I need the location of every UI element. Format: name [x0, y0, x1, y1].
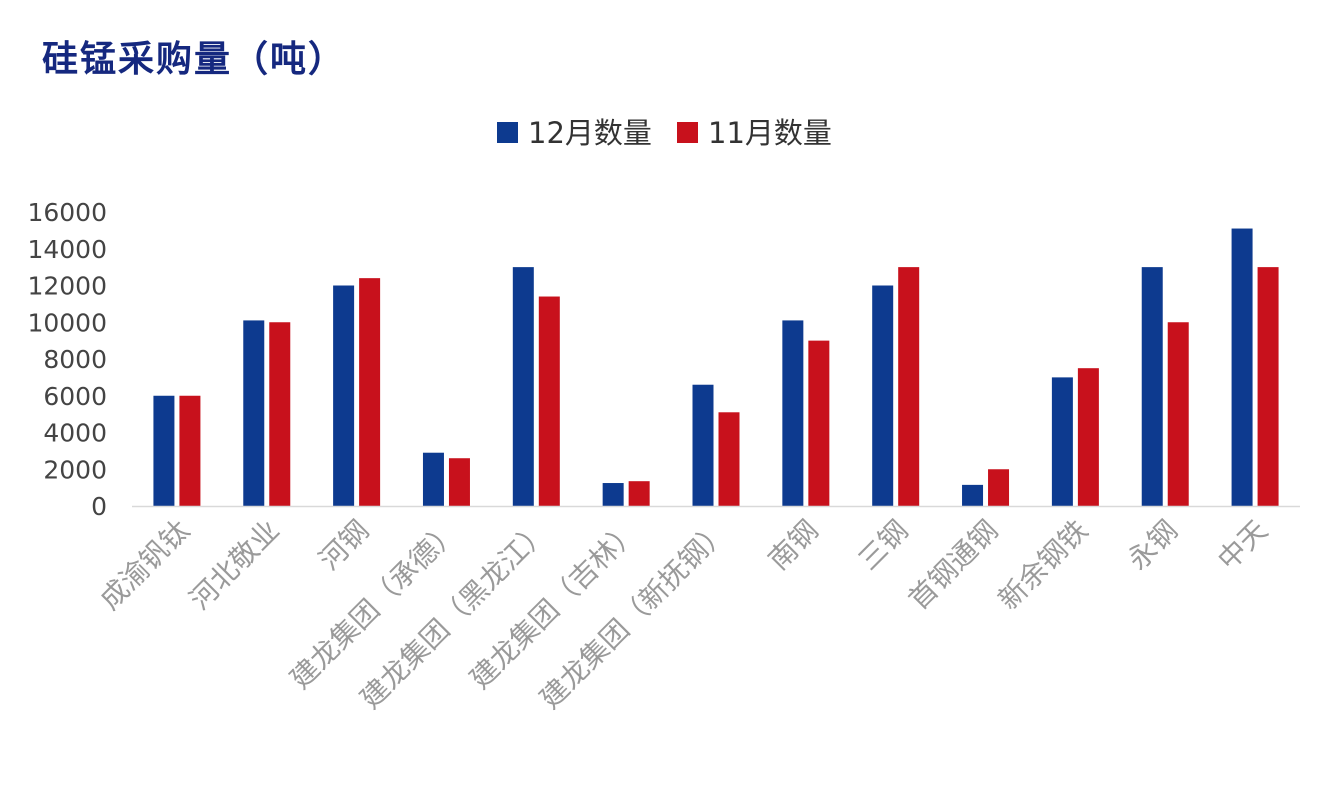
y-tick-label: 0 — [91, 492, 107, 521]
y-tick-label: 10000 — [27, 308, 107, 337]
page-title: 硅锰采购量（吨） — [42, 38, 347, 80]
x-category-label: 建龙集团（承德） — [284, 514, 466, 696]
x-category-label: 河北敬业 — [183, 514, 286, 617]
bar-dec — [153, 395, 175, 506]
bar-dec — [1051, 377, 1073, 506]
bar-dec — [782, 320, 804, 506]
y-axis: 0 2000 4000 6000 8000 10000 12000 14000 16000 — [27, 198, 107, 521]
bar-nov — [718, 412, 740, 506]
chart-legend: 12月数量 11月数量 — [497, 116, 832, 150]
y-tick-label: 12000 — [27, 272, 107, 301]
bar-nov — [269, 322, 291, 506]
legend-label-dec: 12月数量 — [528, 116, 652, 150]
bar-nov — [538, 296, 560, 506]
bar-dec — [1141, 267, 1163, 506]
y-tick-label: 8000 — [43, 345, 107, 374]
bar-nov — [359, 278, 381, 506]
x-category-label: 三钢 — [852, 514, 915, 577]
bar-nov — [1167, 322, 1189, 506]
bar-nov — [898, 267, 920, 506]
bar-dec — [243, 320, 265, 506]
bar-nov — [628, 481, 650, 506]
bar-dec — [333, 285, 355, 506]
bar-nov — [1257, 267, 1279, 506]
bar-dec — [962, 484, 984, 506]
bar-dec — [1231, 228, 1253, 506]
x-category-label: 河钢 — [313, 514, 376, 577]
legend-swatch-nov — [677, 122, 698, 143]
bar-nov — [179, 395, 201, 506]
bar-nov — [1077, 368, 1099, 506]
bar-dec — [872, 285, 894, 506]
bar-dec — [422, 452, 444, 506]
y-tick-label: 6000 — [43, 382, 107, 411]
bar-dec — [602, 483, 624, 506]
y-tick-label: 14000 — [27, 235, 107, 264]
y-tick-label: 16000 — [27, 198, 107, 227]
x-category-label: 首钢通钢 — [902, 514, 1005, 617]
bar-nov — [808, 340, 830, 506]
x-category-label: 新余钢铁 — [992, 514, 1095, 617]
x-category-label: 中天 — [1211, 514, 1274, 577]
x-category-label: 成渝钒钛 — [93, 514, 196, 617]
x-category-label: 南钢 — [762, 514, 825, 577]
legend-swatch-dec — [497, 122, 518, 143]
legend-label-nov: 11月数量 — [708, 116, 832, 150]
bar-dec — [692, 384, 714, 506]
bar-nov — [448, 458, 470, 506]
x-category-label: 永钢 — [1121, 514, 1184, 577]
y-tick-label: 4000 — [43, 419, 107, 448]
bars-group — [153, 228, 1279, 506]
bar-nov — [988, 469, 1010, 506]
y-tick-label: 2000 — [43, 455, 107, 484]
bar-dec — [512, 267, 534, 506]
x-category-label: 建龙集团（吉林） — [463, 514, 645, 696]
